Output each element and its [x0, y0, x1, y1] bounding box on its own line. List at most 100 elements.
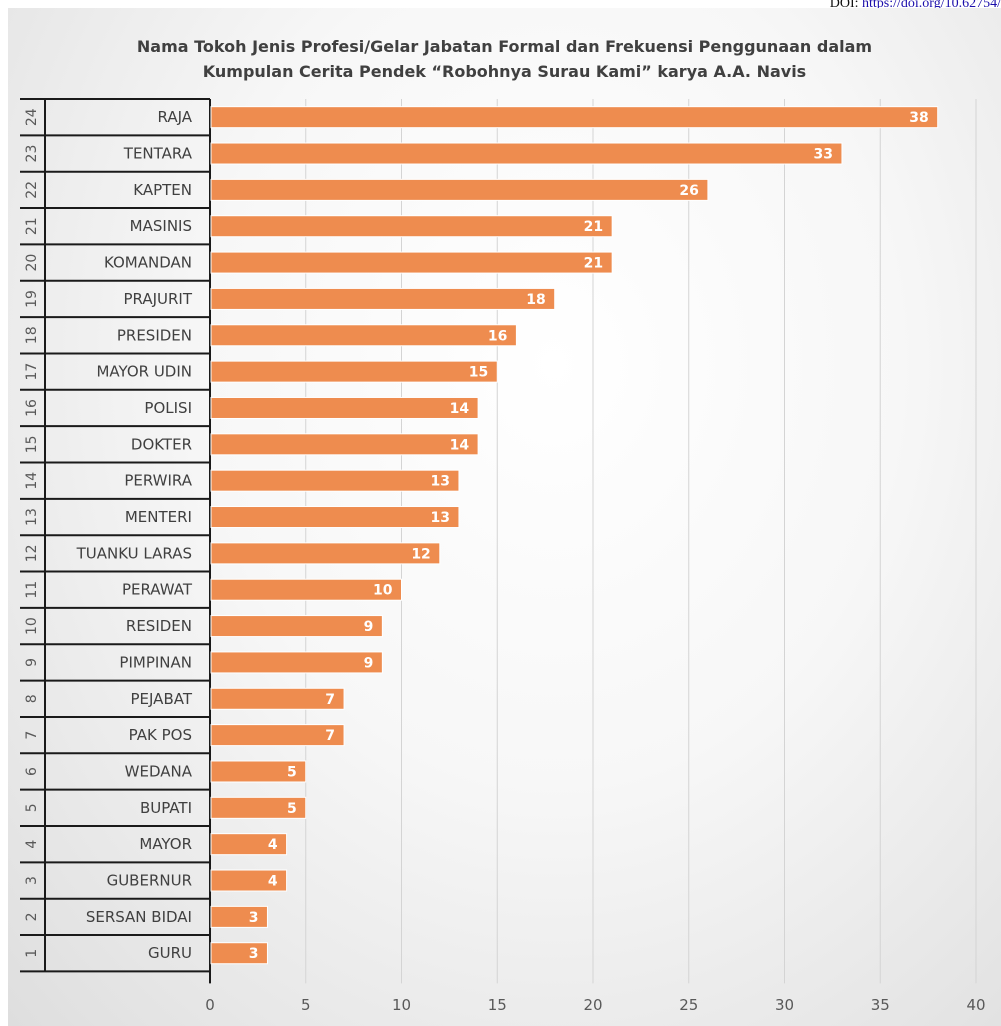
category-label: MAYOR [139, 835, 192, 853]
category-label: GUBERNUR [107, 872, 192, 890]
rank-label: 12 [24, 544, 40, 562]
rank-label: 10 [24, 617, 40, 635]
bar [210, 142, 843, 165]
data-label: 33 [813, 147, 832, 163]
category-label: BUPATI [140, 799, 192, 817]
category-label: DOKTER [131, 435, 192, 453]
data-label: 18 [526, 292, 545, 308]
chart-title: Nama Tokoh Jenis Profesi/Gelar Jabatan F… [8, 34, 1001, 84]
x-tick-label: 40 [966, 996, 985, 1014]
x-tick-label: 30 [775, 996, 794, 1014]
bar [210, 106, 939, 129]
category-label: GURU [148, 944, 192, 962]
rank-label: 24 [24, 108, 40, 126]
category-label: RAJA [158, 108, 193, 126]
category-label: PRESIDEN [117, 326, 192, 344]
data-label: 7 [325, 692, 335, 708]
data-label: 9 [364, 655, 374, 671]
chart-area: Nama Tokoh Jenis Profesi/Gelar Jabatan F… [8, 8, 1001, 1026]
data-label: 15 [469, 365, 488, 381]
rank-label: 8 [24, 694, 40, 703]
data-label: 21 [584, 219, 603, 235]
bar [210, 287, 556, 310]
data-label: 38 [909, 110, 928, 126]
rank-label: 18 [24, 326, 40, 344]
rank-label: 3 [24, 876, 40, 885]
category-label: MENTERI [125, 508, 192, 526]
rank-label: 16 [24, 399, 40, 417]
category-label: PIMPINAN [119, 653, 192, 671]
bar [210, 251, 613, 274]
rank-label: 15 [24, 435, 40, 453]
rank-label: 5 [24, 803, 40, 812]
rank-label: 1 [24, 949, 40, 958]
chart-title-line-2: Kumpulan Cerita Pendek “Robohnya Surau K… [202, 62, 807, 81]
category-label: KOMANDAN [104, 254, 192, 272]
data-label: 12 [411, 546, 430, 562]
bar [210, 869, 288, 892]
bar [210, 760, 307, 783]
category-label: POLISI [144, 399, 192, 417]
rank-label: 17 [24, 363, 40, 381]
rank-label: 7 [24, 731, 40, 740]
bar [210, 905, 268, 928]
category-label: WEDANA [125, 762, 193, 780]
x-tick-label: 35 [871, 996, 890, 1014]
rank-label: 6 [24, 767, 40, 776]
data-label: 21 [584, 256, 603, 272]
bar [210, 651, 383, 674]
rank-label: 22 [24, 181, 40, 199]
category-label: PEJABAT [131, 690, 193, 708]
data-label: 7 [325, 728, 335, 744]
bar [210, 942, 268, 965]
x-tick-label: 0 [205, 996, 215, 1014]
data-label: 4 [268, 837, 278, 853]
category-label: SERSAN BIDAI [86, 908, 192, 926]
data-label: 16 [488, 328, 507, 344]
data-label: 5 [287, 801, 297, 817]
doi-link[interactable]: https://doi.org/10.62754/ [862, 0, 1001, 11]
data-label: 3 [249, 910, 259, 926]
data-label: 4 [268, 874, 278, 890]
x-tick-label: 15 [488, 996, 507, 1014]
bar [210, 833, 288, 856]
doi-line: DOI: https://doi.org/10.62754/ [830, 0, 1001, 12]
rank-label: 23 [24, 145, 40, 163]
bar [210, 506, 460, 529]
data-label: 3 [249, 946, 259, 962]
data-label: 5 [287, 764, 297, 780]
rank-label: 4 [24, 840, 40, 849]
category-label: RESIDEN [126, 617, 192, 635]
bar [210, 360, 498, 383]
category-label: PERWIRA [124, 472, 192, 490]
rank-label: 20 [24, 254, 40, 272]
rank-label: 14 [24, 472, 40, 490]
bar [210, 615, 383, 638]
x-tick-label: 25 [679, 996, 698, 1014]
data-label: 10 [373, 583, 393, 599]
rank-label: 21 [24, 217, 40, 235]
bar [210, 469, 460, 492]
category-label: MASINIS [130, 217, 192, 235]
rank-label: 2 [24, 912, 40, 921]
doi-prefix: DOI: [829, 0, 863, 11]
data-label: 13 [430, 474, 449, 490]
x-tick-label: 5 [301, 996, 311, 1014]
rank-label: 9 [24, 658, 40, 667]
category-label: MAYOR UDIN [96, 363, 192, 381]
bar [210, 324, 517, 347]
category-label: KAPTEN [133, 181, 192, 199]
data-label: 26 [679, 183, 698, 199]
category-label: PAK POS [129, 726, 192, 744]
bar [210, 542, 441, 565]
bar [210, 687, 345, 710]
data-label: 9 [364, 619, 374, 635]
x-tick-label: 20 [583, 996, 602, 1014]
category-label: TENTARA [123, 145, 193, 163]
rank-label: 11 [24, 581, 40, 599]
data-label: 13 [430, 510, 449, 526]
category-label: PERAWAT [122, 581, 193, 599]
chart-title-line-1: Nama Tokoh Jenis Profesi/Gelar Jabatan F… [136, 37, 873, 56]
category-label: TUANKU LARAS [76, 544, 192, 562]
